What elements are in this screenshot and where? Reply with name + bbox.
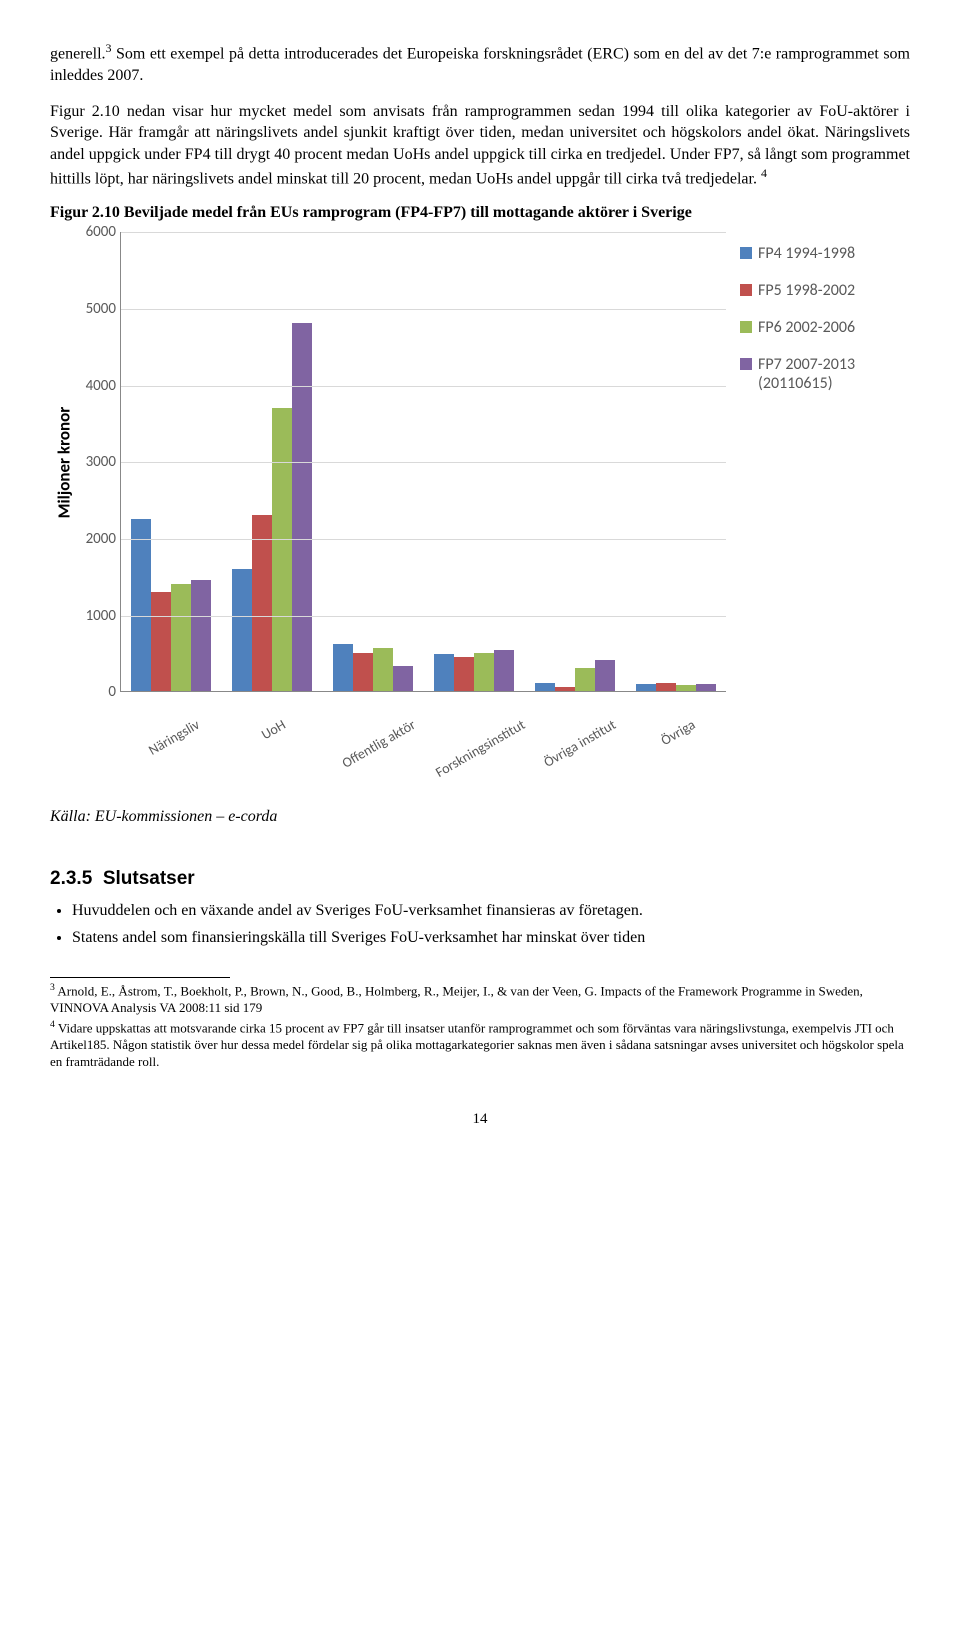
gridline — [121, 232, 726, 233]
y-tick-label: 2000 — [86, 530, 116, 548]
y-tick-label: 1000 — [86, 607, 116, 625]
bar — [333, 644, 353, 692]
bar — [454, 657, 474, 692]
x-axis-label: Näringsliv — [120, 692, 221, 782]
legend-item: FP6 2002-2006 — [740, 318, 910, 337]
text-span: Figur 2.10 nedan visar hur mycket medel … — [50, 103, 910, 188]
legend-label: FP5 1998-2002 — [758, 281, 855, 300]
body-paragraph-1: generell.3 Som ett exempel på detta intr… — [50, 40, 910, 87]
y-tick-label: 5000 — [86, 300, 116, 318]
legend-swatch — [740, 247, 752, 259]
page-number: 14 — [50, 1111, 910, 1128]
bar — [232, 569, 252, 692]
gridline — [121, 309, 726, 310]
bar — [555, 687, 575, 692]
plot-area — [120, 232, 726, 692]
bar-group — [524, 660, 625, 691]
section-title: Slutsatser — [103, 868, 195, 889]
bar — [636, 684, 656, 691]
y-tick-label: 6000 — [86, 223, 116, 241]
body-paragraph-2: Figur 2.10 nedan visar hur mycket medel … — [50, 101, 910, 191]
conclusions-list: Huvuddelen och en växande andel av Sveri… — [50, 900, 910, 949]
bar — [191, 580, 211, 691]
footnote-separator — [50, 977, 230, 978]
text-span: Som ett exempel på detta introducerades … — [50, 45, 910, 84]
footnote-number: 4 — [50, 1019, 55, 1030]
legend-label: FP4 1994-1998 — [758, 244, 855, 263]
bar — [373, 648, 393, 691]
figure-title: Figur 2.10 Beviljade medel från EUs ramp… — [50, 204, 910, 222]
gridline — [121, 616, 726, 617]
bar — [393, 666, 413, 691]
legend-item: FP5 1998-2002 — [740, 281, 910, 300]
chart-legend: FP4 1994-1998 FP5 1998-2002 FP6 2002-2006 F… — [726, 232, 910, 692]
bar — [696, 684, 716, 692]
footnotes: 3 Arnold, E., Åstrom, T., Boekholt, P., … — [50, 982, 910, 1071]
legend-swatch — [740, 284, 752, 296]
bar — [535, 683, 555, 691]
bar — [474, 653, 494, 691]
bar — [131, 519, 151, 692]
bar — [494, 650, 514, 691]
gridline — [121, 386, 726, 387]
legend-swatch — [740, 321, 752, 333]
bar-group — [222, 323, 323, 691]
y-tick-label: 3000 — [86, 453, 116, 471]
bar-group — [625, 683, 726, 691]
footnote: 4 Vidare uppskattas att motsvarande cirk… — [50, 1019, 910, 1071]
legend-item: FP7 2007-2013 (20110615) — [740, 355, 910, 393]
x-axis-label: Övriga — [625, 692, 726, 782]
bar — [353, 653, 373, 691]
legend-label: FP6 2002-2006 — [758, 318, 855, 337]
footnote: 3 Arnold, E., Åstrom, T., Boekholt, P., … — [50, 982, 910, 1017]
x-axis-label: Offentlig aktör — [322, 692, 423, 782]
bar — [272, 408, 292, 692]
bar — [171, 584, 191, 691]
section-number: 2.3.5 — [50, 868, 92, 889]
y-axis-label: Miljoner kronor — [54, 406, 75, 518]
legend-swatch — [740, 358, 752, 370]
x-axis-labels: NäringslivUoHOffentlig aktörForskningsin… — [120, 692, 726, 782]
legend-label: FP7 2007-2013 (20110615) — [758, 355, 910, 393]
y-tick-label: 0 — [108, 683, 116, 701]
y-tick-label: 4000 — [86, 377, 116, 395]
gridline — [121, 539, 726, 540]
bar — [575, 668, 595, 691]
bar — [595, 660, 615, 691]
text-span: generell. — [50, 45, 106, 62]
chart-source: Källa: EU-kommissionen – e-corda — [50, 806, 910, 828]
gridline — [121, 462, 726, 463]
bar-chart: Miljoner kronor 010002000300040005000600… — [50, 232, 910, 782]
conclusion-item: Statens andel som finansieringskälla til… — [72, 927, 910, 949]
footnote-number: 3 — [50, 982, 55, 993]
bar — [434, 654, 454, 692]
bar — [676, 685, 696, 691]
section-heading: 2.3.5 Slutsatser — [50, 868, 910, 890]
legend-item: FP4 1994-1998 — [740, 244, 910, 263]
bar — [292, 323, 312, 691]
bar-group — [323, 644, 424, 692]
bar-group — [121, 519, 222, 692]
y-axis-ticks: 0100020003000400050006000 — [78, 232, 120, 692]
x-axis-label: Forskningsinstitut — [423, 692, 524, 782]
bar — [252, 515, 272, 691]
footnote-ref: 4 — [761, 166, 767, 180]
bar-group — [423, 650, 524, 691]
x-axis-label: UoH — [221, 692, 322, 782]
x-axis-label: Övriga institut — [524, 692, 625, 782]
bar — [656, 683, 676, 691]
bar — [151, 592, 171, 692]
conclusion-item: Huvuddelen och en växande andel av Sveri… — [72, 900, 910, 922]
